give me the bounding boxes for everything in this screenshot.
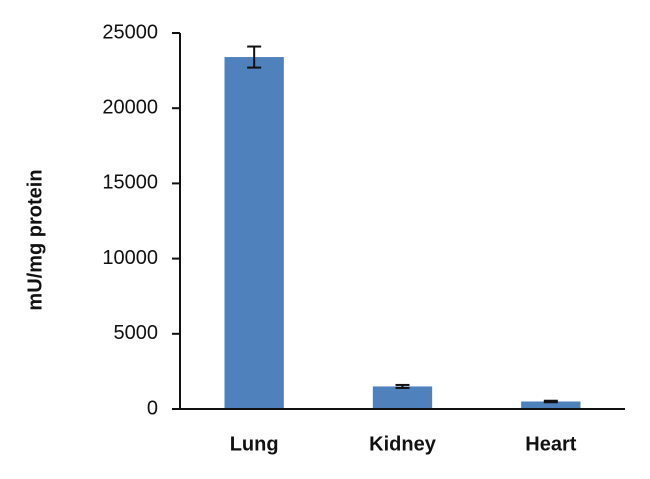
error-bar: [395, 383, 410, 389]
y-tick-label: 5000: [114, 322, 159, 344]
error-bar: [247, 45, 262, 69]
y-tick-label: 15000: [102, 172, 158, 194]
y-tick-label: 10000: [102, 247, 158, 269]
x-tick-label: Lung: [230, 433, 279, 455]
bar: [372, 386, 433, 409]
y-tick-label: 25000: [102, 21, 158, 43]
error-bar: [543, 399, 558, 404]
x-tick-label: Heart: [525, 433, 576, 455]
y-tick-label: 20000: [102, 96, 158, 118]
y-axis-label: mU/mg protein: [24, 169, 46, 310]
x-tick-label: Kidney: [369, 433, 437, 455]
bar: [521, 401, 581, 409]
bar: [224, 57, 284, 410]
y-tick-label: 0: [147, 397, 158, 419]
